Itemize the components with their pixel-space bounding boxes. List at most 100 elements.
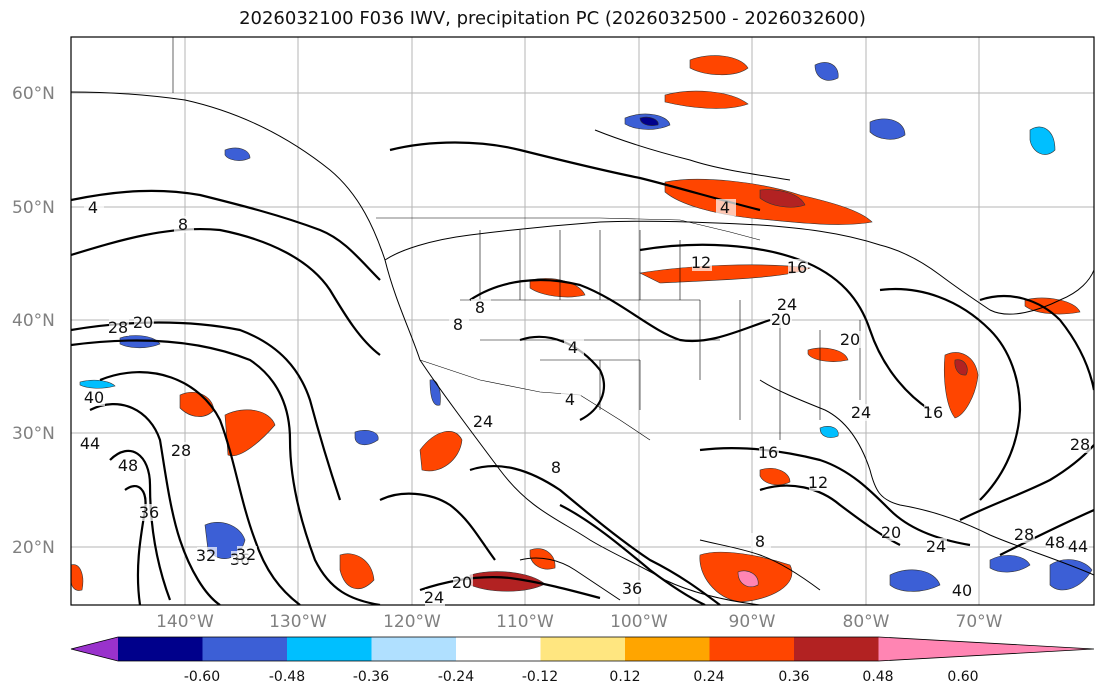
precip-blob-east-coast bbox=[944, 352, 979, 419]
contour-label-bg bbox=[841, 331, 861, 348]
lon-label-100w: 100°W bbox=[610, 612, 668, 632]
contour-label: 48 bbox=[1045, 533, 1065, 552]
map-area bbox=[71, 37, 1094, 605]
contour-label: 4 bbox=[720, 198, 730, 217]
colorbar-segment bbox=[625, 637, 710, 661]
contour-label: 20 bbox=[840, 330, 860, 349]
contour-label: 28 bbox=[1014, 525, 1034, 544]
precip-blob-great-lakes bbox=[639, 264, 812, 284]
contour-labels: 4848412162024202820323640444828363224202… bbox=[80, 198, 1091, 607]
precip-negative-areas bbox=[79, 62, 1093, 592]
contour-label: 16 bbox=[787, 258, 807, 277]
map-title: 2026032100 F036 IWV, precipitation PC (2… bbox=[239, 8, 866, 29]
precip-blob-hudson bbox=[689, 55, 749, 76]
contour-label-bg bbox=[197, 547, 217, 564]
contour-label: 32 bbox=[196, 546, 216, 565]
contour-label-bg bbox=[425, 589, 445, 606]
contour-label: 24 bbox=[926, 537, 946, 556]
contour-label-bg bbox=[1071, 436, 1091, 453]
contour-label: 8 bbox=[755, 532, 765, 551]
contour-label: 44 bbox=[80, 434, 100, 453]
contour-label-bg bbox=[809, 474, 829, 491]
colorbar-tick: 0.60 bbox=[947, 669, 978, 685]
contour-label: 32 bbox=[236, 545, 256, 564]
contour-label-bg bbox=[623, 580, 643, 597]
colorbar-tick: -0.24 bbox=[438, 669, 474, 685]
colorbar-segment bbox=[371, 637, 457, 661]
contour-label: 12 bbox=[691, 253, 711, 272]
lon-label-80w: 80°W bbox=[843, 612, 890, 632]
colorbar-outline bbox=[70, 636, 1095, 662]
contour-label: 8 bbox=[551, 458, 561, 477]
colorbar-segment bbox=[202, 637, 288, 661]
contour-label: 24 bbox=[424, 588, 444, 607]
colorbar-segment bbox=[287, 637, 372, 661]
colorbar-tick: 0.24 bbox=[693, 669, 724, 685]
colorbar-segment bbox=[456, 637, 541, 661]
contour-label: 44 bbox=[1068, 537, 1088, 556]
contour-label-bg bbox=[1015, 526, 1035, 543]
contour-label: 8 bbox=[453, 315, 463, 334]
contour-label: 4 bbox=[565, 390, 575, 409]
contour-label-bg bbox=[927, 538, 947, 555]
lon-label-120w: 120°W bbox=[383, 612, 441, 632]
lat-label-30: 30°N bbox=[12, 424, 55, 444]
colorbar-tick: -0.48 bbox=[269, 669, 305, 685]
contour-label-bg bbox=[716, 199, 736, 216]
contour-label-bg bbox=[1069, 538, 1089, 555]
colorbar-extend-high bbox=[878, 637, 1094, 661]
lon-label-140w: 140°W bbox=[156, 612, 214, 632]
colorbar-tick: -0.36 bbox=[353, 669, 389, 685]
contour-label: 4 bbox=[568, 338, 578, 357]
contour-label-bg bbox=[852, 404, 872, 421]
contour-label: 24 bbox=[777, 295, 797, 314]
contour-label: 28 bbox=[108, 318, 128, 337]
contour-label-bg bbox=[474, 413, 494, 430]
contour-label-bg bbox=[772, 311, 792, 328]
contour-label-bg bbox=[84, 199, 104, 216]
contour-label-bg bbox=[561, 391, 581, 408]
colorbar-extend-low bbox=[71, 637, 118, 661]
colorbar-tick: 0.12 bbox=[609, 669, 640, 685]
lon-label-70w: 70°W bbox=[956, 612, 1003, 632]
contour-label: 40 bbox=[84, 388, 104, 407]
contour-label-bg bbox=[882, 524, 902, 541]
contour-label-bg bbox=[788, 259, 808, 276]
contour-label-bg bbox=[174, 216, 194, 233]
map-border bbox=[70, 36, 1095, 606]
lat-label-50: 50°N bbox=[12, 198, 55, 218]
contour-label-bg bbox=[109, 319, 129, 336]
contour-label-bg bbox=[119, 457, 139, 474]
contour-label: 28 bbox=[171, 441, 191, 460]
colorbar-segment bbox=[540, 637, 626, 661]
contour-label: 20 bbox=[452, 573, 472, 592]
colorbar-tick: -0.60 bbox=[184, 669, 220, 685]
contour-label-bg bbox=[449, 316, 469, 333]
contour-label-bg bbox=[564, 339, 584, 356]
contour-label-bg bbox=[453, 574, 473, 591]
contour-label: 40 bbox=[952, 581, 972, 600]
lon-label-90w: 90°W bbox=[729, 612, 776, 632]
lat-label-40: 40°N bbox=[12, 311, 55, 331]
contour-label-bg bbox=[751, 533, 771, 550]
contour-label-bg bbox=[172, 442, 192, 459]
colorbar-tick: 0.36 bbox=[778, 669, 809, 685]
contour-label-bg bbox=[953, 582, 973, 599]
contour-label: 48 bbox=[118, 456, 138, 475]
coastlines bbox=[71, 91, 1094, 605]
lat-label-60: 60°N bbox=[12, 84, 55, 104]
iwv-contours bbox=[71, 141, 1094, 605]
contour-label-bg bbox=[547, 459, 567, 476]
contour-label-bg bbox=[81, 435, 101, 452]
contour-label-bg bbox=[924, 404, 944, 421]
contour-label: 12 bbox=[808, 473, 828, 492]
colorbar-tick: 0.48 bbox=[862, 669, 893, 685]
contour-label: 4 bbox=[88, 198, 98, 217]
colorbar bbox=[70, 636, 1095, 662]
graticule bbox=[71, 37, 1094, 605]
contour-label: 28 bbox=[1070, 435, 1090, 454]
contour-label-bg bbox=[237, 546, 257, 563]
colorbar-ticks: -0.60 -0.48 -0.36 -0.24 -0.12 0.12 0.24 … bbox=[184, 669, 979, 685]
latitude-labels: 60°N 50°N 40°N 30°N 20°N bbox=[12, 84, 55, 558]
